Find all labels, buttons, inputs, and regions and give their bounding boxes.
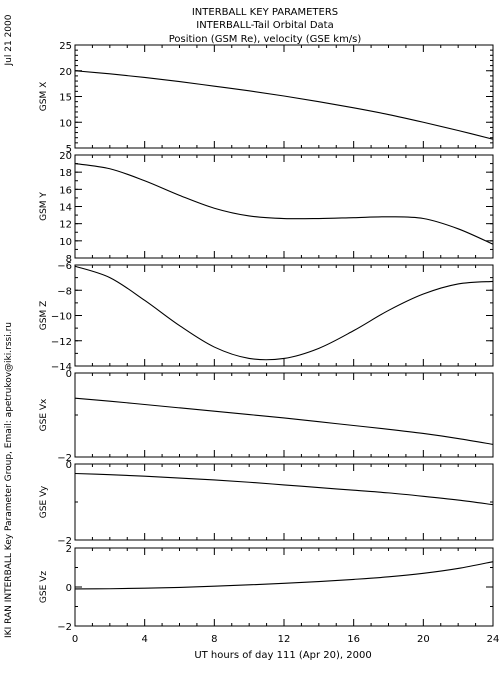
panel-4: −2 0 GSE Vy xyxy=(39,460,494,547)
y-axis-label: GSE Vx xyxy=(39,398,49,431)
y-tick-label: −14 xyxy=(51,362,72,373)
date-label: Jul 21 2000 xyxy=(4,14,14,66)
y-tick-label: −2 xyxy=(57,622,72,633)
title-line-1: INTERBALL KEY PARAMETERS xyxy=(192,7,338,18)
y-tick-label: −10 xyxy=(51,312,72,323)
panel-frame xyxy=(74,264,494,367)
x-tick-label: 16 xyxy=(347,634,360,645)
y-tick-label: 2 xyxy=(66,544,72,555)
panel-1: 8 10 12 14 16 18 20 GSM Y xyxy=(39,151,494,265)
y-tick-label: 14 xyxy=(59,203,72,214)
title-line-2: INTERBALL-Tail Orbital Data xyxy=(196,20,333,31)
y-tick-label: 0 xyxy=(66,369,72,380)
y-tick-label: −12 xyxy=(51,337,72,348)
y-tick-label: 18 xyxy=(59,168,72,179)
x-tick-label: 0 xyxy=(72,634,78,645)
panel-3: −2 0 GSE Vx xyxy=(39,369,494,464)
y-axis-label: GSM X xyxy=(39,82,49,111)
y-tick-label: 5 xyxy=(66,144,72,155)
y-tick-label: 15 xyxy=(59,93,72,104)
y-tick-label: −2 xyxy=(57,453,72,464)
series-line-gsm-x xyxy=(74,70,494,140)
x-axis-label: UT hours of day 111 (Apr 20), 2000 xyxy=(194,650,371,661)
figure-title: INTERBALL KEY PARAMETERS INTERBALL-Tail … xyxy=(169,7,362,45)
y-tick-label: 0 xyxy=(66,583,72,594)
x-tick-label: 8 xyxy=(211,634,217,645)
y-tick-label: 8 xyxy=(66,254,72,265)
panel-frame xyxy=(74,372,494,458)
panel-2: −14 −12 −10 −8 −6 GSM Z xyxy=(39,261,494,373)
x-tick-label: 20 xyxy=(417,634,430,645)
series-line-gse-vx xyxy=(74,397,494,445)
y-tick-label: −8 xyxy=(57,286,72,297)
series-line-gsm-z xyxy=(74,265,494,361)
y-tick-label: 25 xyxy=(59,41,72,52)
y-tick-label: 0 xyxy=(66,460,72,471)
panel-frame xyxy=(74,154,494,259)
y-tick-label: 20 xyxy=(59,67,72,78)
y-tick-label: 16 xyxy=(59,185,72,196)
series-line-gse-vz xyxy=(74,561,494,590)
title-line-3: Position (GSM Re), velocity (GSE km/s) xyxy=(169,34,362,45)
y-axis-label: GSM Z xyxy=(39,301,49,330)
panel-5: −2 0 2 GSE Vz xyxy=(39,544,494,633)
y-axis-label: GSE Vy xyxy=(39,485,49,518)
x-tick-label: 12 xyxy=(278,634,291,645)
series-line-gsm-y xyxy=(74,163,494,245)
y-tick-label: 10 xyxy=(59,118,72,129)
y-axis-label: GSE Vz xyxy=(39,571,49,603)
panel-frame xyxy=(74,547,494,627)
y-tick-label: −6 xyxy=(57,261,72,272)
y-tick-label: 10 xyxy=(59,237,72,248)
credit-label: IKI RAN INTERBALL Key Parameter Group, E… xyxy=(4,322,14,638)
y-tick-label: 12 xyxy=(59,220,72,231)
y-axis-label: GSM Y xyxy=(39,192,49,221)
y-tick-label: −2 xyxy=(57,536,72,547)
series-line-gse-vy xyxy=(74,472,494,506)
x-tick-label: 4 xyxy=(141,634,147,645)
y-tick-label: 20 xyxy=(59,151,72,162)
x-tick-label: 24 xyxy=(487,634,500,645)
panel-0: 5 10 15 20 25 GSM X xyxy=(39,41,494,155)
